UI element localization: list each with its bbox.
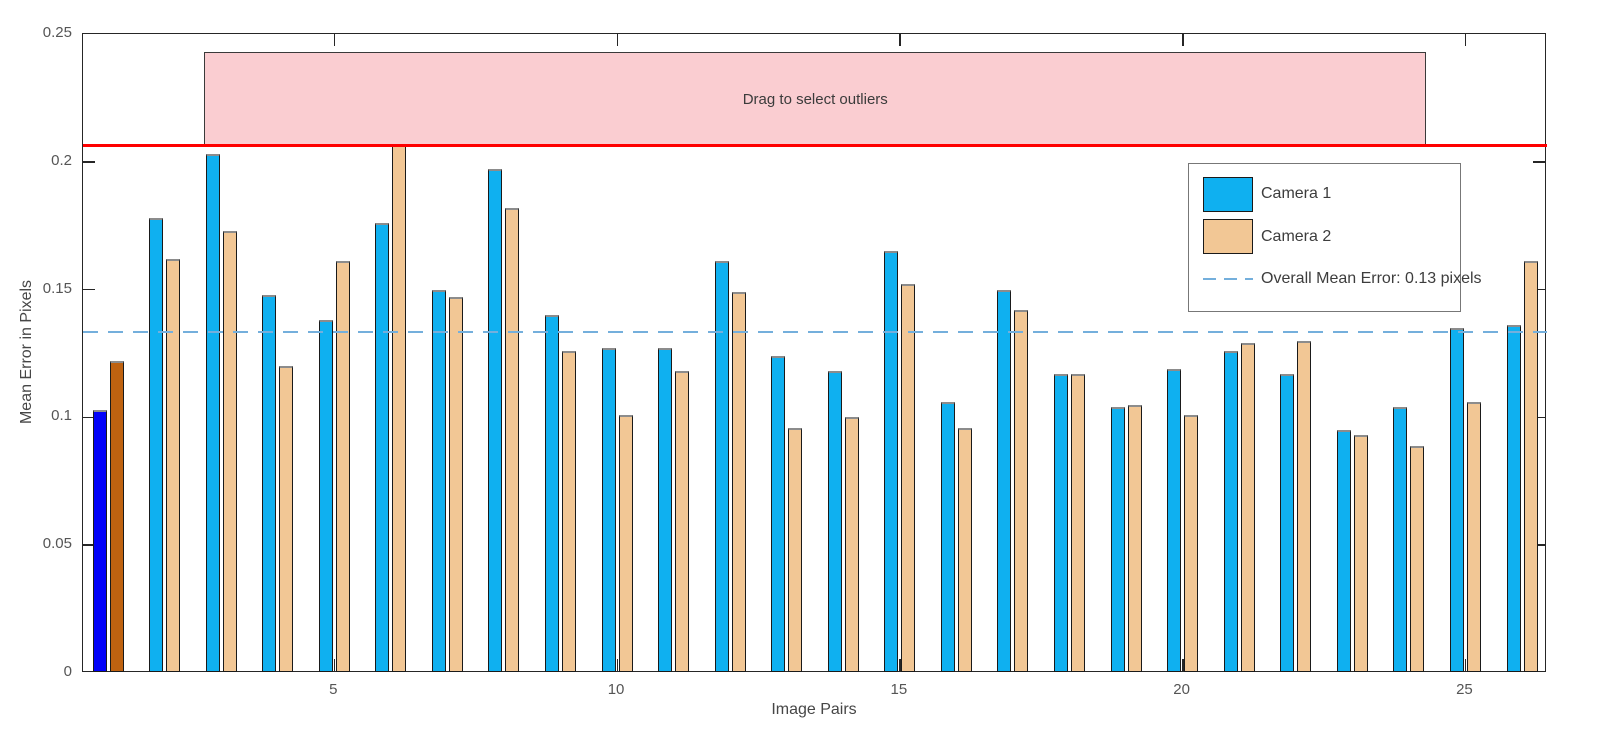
bar-camera1-pair-26[interactable] (1506, 325, 1521, 672)
bar-camera1-pair-19[interactable] (1110, 407, 1125, 672)
legend: Camera 1 Camera 2 Overall Mean Error: 0.… (1188, 163, 1482, 312)
legend-item-camera1: Camera 1 (1203, 176, 1460, 212)
bar-camera1-pair-12[interactable] (714, 261, 729, 672)
y-tick-label-0.25: 0.25 (42, 24, 72, 41)
bar-camera2-pair-25[interactable] (1466, 402, 1481, 672)
bar-camera1-pair-25[interactable] (1449, 327, 1464, 672)
bar-camera1-pair-20[interactable] (1167, 368, 1182, 672)
bar-camera1-pair-21[interactable] (1223, 350, 1238, 672)
bar-camera2-pair-8[interactable] (505, 207, 520, 672)
y-tick-right-0.05 (1533, 544, 1545, 546)
bar-camera1-pair-8[interactable] (488, 169, 503, 672)
x-tick-bottom-20 (1182, 659, 1184, 671)
x-tick-label-5: 5 (329, 681, 338, 698)
x-tick-top-15 (899, 34, 901, 46)
bar-camera1-pair-10[interactable] (601, 348, 616, 672)
bar-camera2-pair-6[interactable] (392, 143, 407, 672)
bar-camera2-pair-22[interactable] (1297, 340, 1312, 672)
bar-camera1-pair-3[interactable] (205, 154, 220, 672)
x-tick-bottom-25 (1464, 659, 1467, 671)
bar-camera1-pair-15[interactable] (884, 251, 899, 672)
x-axis-label: Image Pairs (771, 701, 857, 718)
bar-camera2-pair-17[interactable] (1014, 310, 1029, 672)
bar-camera2-pair-23[interactable] (1353, 435, 1368, 672)
selection-box-label: Drag to select outliers (742, 91, 888, 109)
bar-camera1-pair-16[interactable] (940, 402, 955, 672)
y-tick-label-0: 0 (63, 663, 72, 680)
bar-camera1-pair-14[interactable] (827, 371, 842, 672)
bar-camera2-pair-19[interactable] (1127, 404, 1142, 672)
bar-camera2-pair-7[interactable] (448, 297, 463, 672)
x-tick-top-25 (1464, 34, 1467, 46)
outlier-selection-region[interactable]: Drag to select outliers (204, 51, 1427, 148)
legend-item-mean-line: Overall Mean Error: 0.13 pixels (1203, 261, 1482, 297)
bar-camera2-pair-15[interactable] (901, 284, 916, 672)
bar-camera2-pair-4[interactable] (279, 366, 294, 672)
x-tick-label-20: 20 (1173, 681, 1190, 698)
x-tick-label-10: 10 (607, 681, 625, 698)
bar-camera2-pair-11[interactable] (675, 371, 690, 672)
y-tick-left-0.2 (83, 161, 95, 163)
x-tick-bottom-10 (616, 659, 619, 671)
plot-area: Drag to select outliers (82, 33, 1547, 672)
x-tick-top-10 (616, 34, 619, 46)
legend-item-camera2: Camera 2 (1203, 219, 1460, 255)
bar-camera2-pair-1[interactable] (109, 361, 124, 672)
y-tick-label-0.2: 0.2 (51, 151, 72, 169)
bar-camera1-pair-1[interactable] (92, 409, 107, 672)
y-tick-left-0.1 (83, 416, 95, 419)
bar-camera2-pair-12[interactable] (731, 292, 746, 672)
bar-camera2-pair-3[interactable] (222, 230, 237, 672)
bar-camera2-pair-26[interactable] (1523, 261, 1538, 672)
bar-camera2-pair-5[interactable] (335, 261, 350, 672)
x-tick-top-20 (1182, 34, 1184, 46)
bar-camera2-pair-18[interactable] (1071, 373, 1086, 672)
y-tick-right-0.2 (1533, 161, 1545, 163)
bar-camera1-pair-22[interactable] (1280, 373, 1295, 672)
bar-camera1-pair-17[interactable] (997, 289, 1012, 672)
y-tick-left-0.15 (83, 288, 95, 291)
x-tick-label-25: 25 (1456, 681, 1473, 698)
bar-camera1-pair-24[interactable] (1393, 407, 1408, 672)
overall-mean-error-line (83, 330, 1547, 333)
legend-label-camera1: Camera 1 (1261, 185, 1332, 202)
legend-label-camera2: Camera 2 (1261, 227, 1332, 245)
bar-camera1-pair-13[interactable] (771, 356, 786, 672)
x-tick-bottom-5 (333, 659, 336, 671)
bar-camera1-pair-5[interactable] (318, 320, 333, 672)
outlier-threshold-line[interactable] (83, 144, 1547, 148)
x-tick-label-15: 15 (890, 681, 908, 698)
bar-camera1-pair-4[interactable] (262, 294, 277, 672)
bar-camera2-pair-13[interactable] (788, 427, 803, 672)
legend-label-mean-error: Overall Mean Error: 0.13 pixels (1261, 270, 1482, 287)
y-tick-left-0.05 (83, 544, 95, 546)
bar-camera2-pair-20[interactable] (1184, 414, 1199, 672)
bar-camera1-pair-7[interactable] (431, 289, 446, 672)
camera2-swatch-icon (1203, 219, 1253, 254)
y-axis-label: Mean Error in Pixels (18, 279, 35, 425)
bar-camera1-pair-6[interactable] (375, 223, 390, 672)
bar-camera2-pair-14[interactable] (844, 417, 859, 672)
y-tick-label-0.1: 0.1 (51, 407, 72, 425)
bar-camera1-pair-23[interactable] (1336, 430, 1351, 672)
bar-camera1-pair-11[interactable] (658, 348, 673, 672)
bar-camera2-pair-16[interactable] (957, 427, 972, 672)
camera1-swatch-icon (1203, 176, 1253, 212)
y-tick-label-0.05: 0.05 (42, 535, 72, 553)
bar-camera1-pair-18[interactable] (1054, 373, 1069, 672)
bar-camera1-pair-9[interactable] (544, 315, 559, 672)
bar-camera1-pair-2[interactable] (149, 218, 164, 672)
y-tick-right-0.15 (1533, 288, 1545, 291)
bar-camera2-pair-24[interactable] (1410, 445, 1425, 672)
bar-camera2-pair-21[interactable] (1240, 343, 1255, 672)
bar-camera2-pair-2[interactable] (166, 258, 181, 672)
y-tick-right-0.1 (1533, 416, 1545, 419)
x-tick-bottom-15 (899, 659, 901, 671)
y-tick-label-0.15: 0.15 (42, 279, 72, 297)
bar-camera2-pair-10[interactable] (618, 414, 633, 672)
dashed-line-swatch-icon (1203, 278, 1253, 280)
x-tick-top-5 (333, 34, 336, 46)
bar-camera2-pair-9[interactable] (561, 350, 576, 672)
